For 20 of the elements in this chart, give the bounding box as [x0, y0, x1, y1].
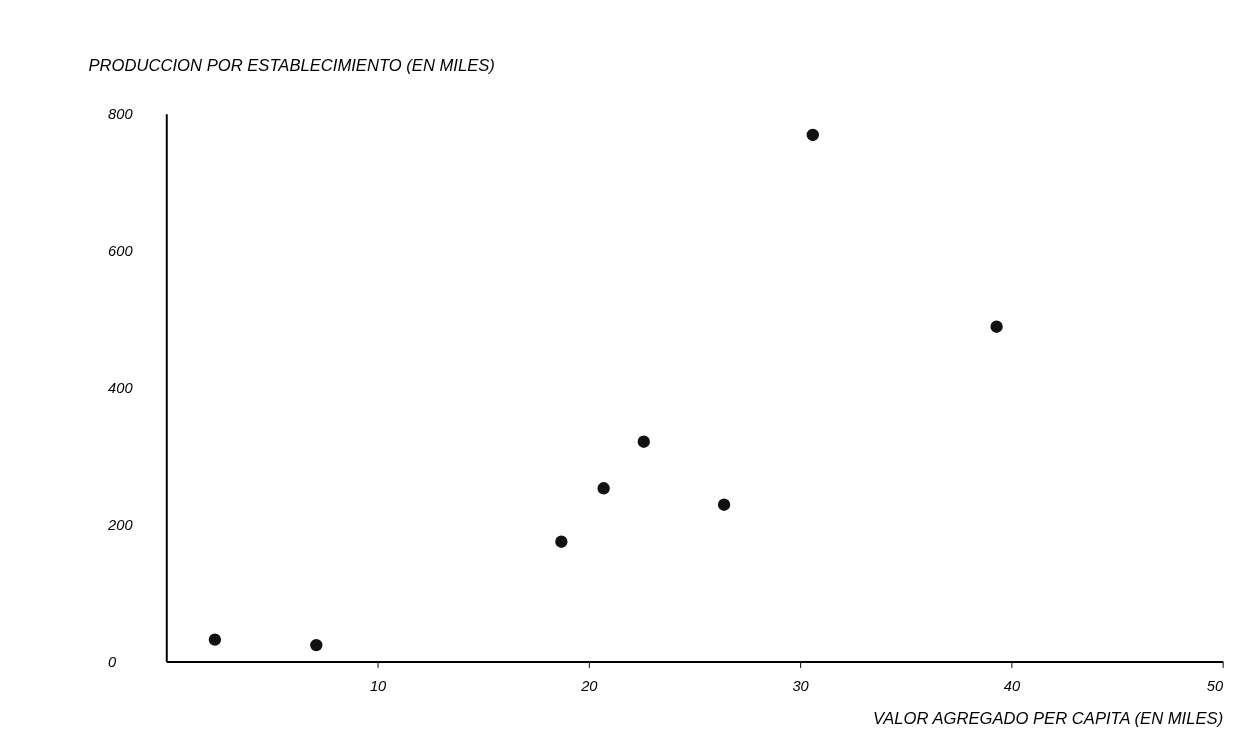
y-tick-label: 0 [108, 653, 118, 670]
point [310, 638, 323, 652]
x-tick-label: 10 [369, 678, 388, 695]
y-tick-label: 800 [108, 106, 134, 123]
point [637, 435, 650, 448]
y-tick-label: 400 [108, 380, 134, 397]
x-tick-label: 20 [580, 678, 599, 695]
point [555, 535, 568, 548]
x-tick-label: 30 [792, 678, 810, 695]
point [806, 128, 819, 142]
point [597, 482, 610, 495]
x-axis-title: VALOR AGREGADO PER CAPITA (EN MILES) [873, 708, 1224, 728]
y-axis-title: PRODUCCION POR ESTABLECIMIENTO (EN MILES) [88, 56, 495, 76]
y-tick-label: 600 [108, 243, 134, 260]
y-tick-label: 200 [107, 516, 134, 533]
x-tick-label: 40 [1003, 678, 1021, 695]
x-tick-label: 50 [1206, 678, 1225, 695]
point [990, 320, 1003, 333]
point [208, 633, 222, 646]
point [717, 498, 731, 511]
